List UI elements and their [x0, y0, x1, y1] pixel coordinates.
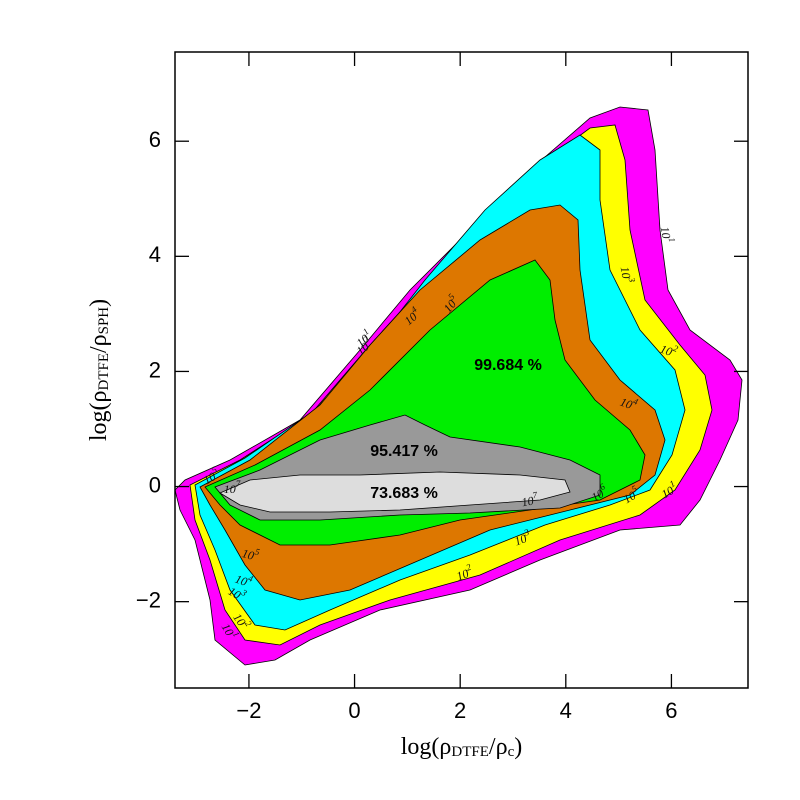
axis-label-part: DTFE — [96, 353, 112, 391]
contour-label-base: 10 — [454, 566, 470, 583]
contour-label-exp: 5 — [446, 291, 457, 301]
axis-label-part: /ρ — [86, 334, 112, 353]
x-tick-label: 0 — [348, 698, 360, 723]
contour-label: 103 — [512, 527, 534, 548]
axis-label-part: log(ρ — [401, 734, 452, 760]
contour-label: 105 — [241, 543, 262, 564]
contour-label-exp: 1 — [231, 630, 242, 639]
axis-label-part: ) — [514, 734, 522, 760]
plot-frame — [174, 51, 749, 689]
contour-label: 104 — [400, 304, 424, 328]
contour-label-exp: 1 — [667, 237, 678, 243]
contour-label: 101 — [657, 478, 680, 501]
contour-label-exp: 5 — [254, 546, 261, 557]
contour-label: 102 — [454, 562, 476, 583]
axis-label-part: DTFE — [451, 744, 489, 760]
contour-label-base: 10 — [241, 546, 256, 563]
contour-label: 103 — [618, 265, 637, 285]
contour-label-exp: 5 — [210, 464, 219, 475]
y-tick-label: 4 — [149, 242, 161, 267]
contour-label-exp: 4 — [247, 573, 255, 584]
contour-label-base: 10 — [512, 531, 528, 548]
contour-label-exp: 3 — [522, 527, 531, 538]
contour-label-base: 10 — [658, 225, 674, 239]
y-tick-label: 2 — [149, 357, 161, 382]
contour-label: 102 — [658, 339, 680, 360]
contour-label-exp: 2 — [672, 343, 680, 354]
contour-regions — [174, 106, 743, 666]
contour-label-exp: 6 — [598, 481, 607, 492]
contour-label-base: 10 — [658, 341, 674, 358]
contour-label-exp: 5 — [630, 483, 639, 494]
y-tick-label: 0 — [149, 472, 161, 497]
contour-label: 104 — [233, 569, 255, 590]
contour-label-base: 10 — [224, 482, 236, 496]
x-tick-label: 6 — [665, 698, 677, 723]
y-tick-label: 6 — [149, 127, 161, 152]
contour-label-exp: 3 — [239, 587, 249, 599]
axis-label-part: c — [508, 744, 515, 760]
x-axis-label: log(ρDTFE/ρc) — [401, 734, 522, 761]
contour-label-exp: 3 — [626, 276, 637, 284]
y-tick-label: −2 — [136, 587, 161, 612]
contour-label: 102 — [231, 609, 254, 632]
contour-label-exp: 2 — [361, 334, 371, 345]
contour-label-exp: 7 — [236, 479, 241, 489]
contour-label: 101 — [658, 225, 677, 244]
contour-label: 102 — [352, 334, 376, 358]
axis-label-part: ) — [86, 299, 112, 307]
contour-label-exp: 1 — [668, 478, 677, 489]
contour-label-base: 10 — [618, 394, 634, 411]
x-tick-label: 4 — [560, 698, 572, 723]
contour-label: 107 — [520, 490, 540, 509]
contour-label-exp: 7 — [532, 490, 539, 501]
contour-label-base: 10 — [233, 571, 249, 588]
axis-label-part: SPH — [96, 307, 112, 335]
contour-label: 104 — [618, 392, 640, 413]
axis-label-part: /ρ — [489, 734, 508, 760]
contour-label-base: 10 — [618, 265, 634, 279]
annotation: 95.417 % — [370, 443, 438, 460]
contour-label: 106 — [587, 481, 610, 504]
x-tick-label: −2 — [236, 698, 261, 723]
contour-label-exp: 2 — [243, 619, 254, 629]
axis-label-part: log(ρ — [86, 391, 112, 442]
contour-label: 101 — [352, 326, 375, 349]
contour-label-base: 10 — [520, 493, 534, 509]
contour-label-exp: 4 — [409, 304, 419, 315]
contour-region — [219, 471, 571, 513]
contour-label: 105 — [199, 464, 222, 487]
x-tick-label: 2 — [454, 698, 466, 723]
contour-label: 101 — [219, 619, 242, 642]
contour-label: 107 — [224, 479, 241, 496]
y-axis-label: log(ρDTFE/ρSPH) — [86, 299, 113, 441]
contour-label-exp: 1 — [361, 326, 371, 337]
contour-label-exp: 2 — [465, 562, 473, 573]
contour-label-exp: 4 — [632, 396, 640, 407]
annotation: 73.683 % — [370, 485, 438, 502]
contour-label: 105 — [619, 483, 642, 506]
annotation: 99.684 % — [474, 357, 542, 374]
